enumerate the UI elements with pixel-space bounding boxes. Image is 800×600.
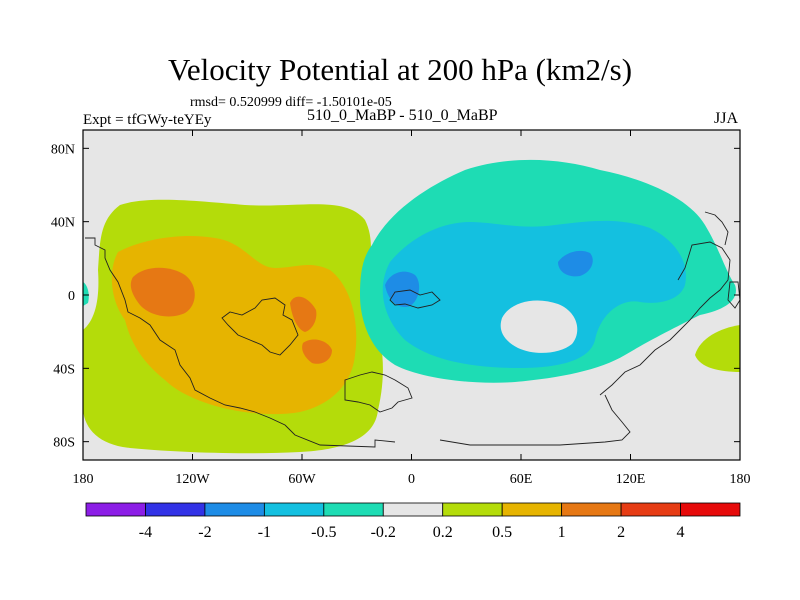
colorbar-box xyxy=(442,502,503,517)
colorbar-label: -2 xyxy=(198,524,211,541)
y-tick-label: 40S xyxy=(53,362,75,377)
colorbar-box xyxy=(204,502,265,517)
x-tick-label: 120E xyxy=(616,472,646,487)
y-tick-label: 80S xyxy=(53,436,75,451)
x-tick-label: 120W xyxy=(175,472,210,487)
y-tick-label: 40N xyxy=(51,216,75,231)
colorbar-box xyxy=(145,502,206,517)
contour-pos-0.2-australia xyxy=(695,325,740,372)
colorbar-label: 1 xyxy=(558,524,566,541)
x-tick-label: 180 xyxy=(730,472,751,487)
colorbar-label: 0.2 xyxy=(433,524,453,541)
contour-neg-1-west xyxy=(385,271,420,308)
coastline-pacific-isles xyxy=(727,281,740,309)
colorbar-label: 0.5 xyxy=(492,524,512,541)
colorbar: -4 -2 -1 -0.5 -0.2 0.2 0.5 1 2 4 xyxy=(85,502,741,541)
coastline-south-america xyxy=(221,297,299,356)
contour-neg-0.2-edge xyxy=(83,282,89,306)
contour-pos-1-west xyxy=(130,267,195,317)
colorbar-box xyxy=(680,502,741,517)
stats-line: rmsd= 0.520999 diff= -1.50101e-05 xyxy=(190,95,392,110)
case-label: 510_0_MaBP - 510_0_MaBP xyxy=(307,107,498,124)
chart-title: Velocity Potential at 200 hPa (km2/s) xyxy=(167,52,633,87)
colorbar-label: 4 xyxy=(677,524,685,541)
contour-neg-0.5 xyxy=(382,220,686,368)
colorbar-label: -1 xyxy=(258,524,271,541)
x-axis: 180 120W 60W 0 60E 120E 180 xyxy=(73,130,751,487)
x-tick-label: 60E xyxy=(510,472,533,487)
coastline-australia xyxy=(439,394,631,446)
y-axis: 80N 40N 0 40S 80S xyxy=(51,142,740,451)
season-label: JJA xyxy=(714,110,739,127)
contour-pos-1-south xyxy=(302,339,332,364)
colorbar-box xyxy=(501,502,563,517)
x-tick-label: 180 xyxy=(73,472,94,487)
coastline-americas xyxy=(85,237,396,448)
colorbar-box xyxy=(561,502,622,517)
colorbar-box xyxy=(382,502,444,517)
colorbar-label: 2 xyxy=(617,524,625,541)
y-tick-label: 80N xyxy=(51,142,75,157)
x-tick-label: 0 xyxy=(408,472,415,487)
coastline-asia xyxy=(599,241,731,396)
colorbar-box xyxy=(263,502,325,517)
contour-neutral-island xyxy=(500,300,578,353)
contour-fill xyxy=(83,130,740,460)
coastlines xyxy=(85,211,740,448)
contour-neg-1-east xyxy=(558,250,593,277)
coastline-africa xyxy=(389,289,441,309)
coastline-east xyxy=(704,211,729,246)
colorbar-box xyxy=(323,502,384,517)
coastline-antarctic xyxy=(344,371,413,413)
contour-pos-1-east xyxy=(290,296,317,332)
colorbar-label: -0.2 xyxy=(371,524,396,541)
colorbar-label: -4 xyxy=(139,524,152,541)
colorbar-box xyxy=(85,502,146,517)
x-tick-label: 60W xyxy=(288,472,316,487)
colorbar-box xyxy=(620,502,681,517)
colorbar-label: -0.5 xyxy=(311,524,336,541)
y-tick-label: 0 xyxy=(68,289,75,304)
experiment-label: Expt = tfGWy-teYEy xyxy=(83,112,212,128)
